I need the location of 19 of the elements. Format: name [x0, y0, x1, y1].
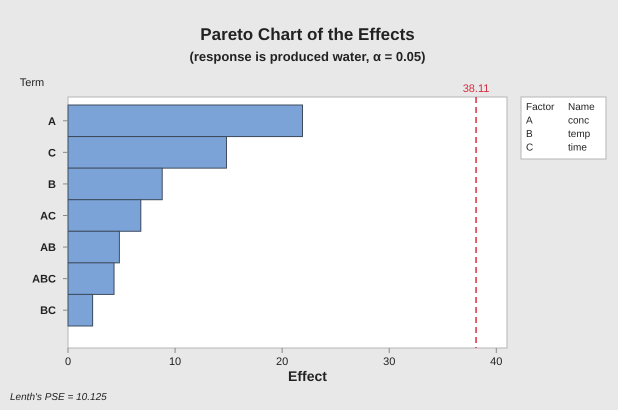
text: Lenth's PSE = 10.125	[10, 392, 108, 403]
y-tick-label: AB	[40, 242, 56, 254]
y-axis-title: Term	[20, 77, 44, 89]
x-axis-title: Effect	[288, 368, 328, 384]
factor-table: Factor Name A conc B temp C time	[520, 96, 606, 160]
ref-line-label: 38.11	[462, 83, 490, 95]
chart-subtitle: (response is produced water, α = 0.05)	[190, 49, 426, 64]
chart-title: Pareto Chart of the Effects	[200, 25, 415, 44]
y-tick-label: B	[48, 178, 56, 191]
y-tick-label: AC	[40, 210, 56, 222]
y-tick-label: ABC	[32, 274, 56, 286]
x-tick-label: 10	[168, 356, 182, 368]
x-tick-label: 40	[490, 356, 502, 368]
y-tick-label: BC	[40, 305, 56, 318]
x-tick-label: 20	[276, 356, 288, 368]
y-tick-label: A	[48, 116, 56, 128]
x-tick-label: 0	[64, 356, 72, 368]
x-tick-label: 30	[383, 356, 396, 368]
y-tick-label: C	[48, 147, 56, 160]
